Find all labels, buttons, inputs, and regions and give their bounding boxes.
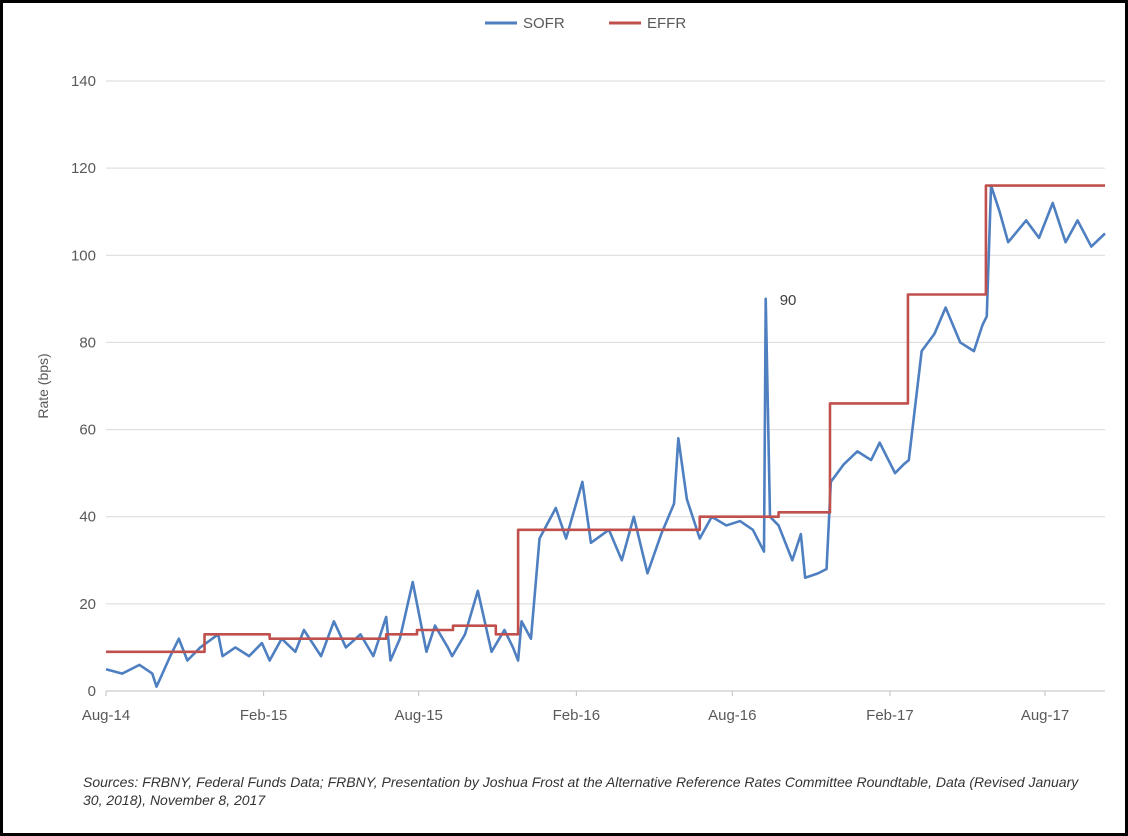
y-tick-label: 60 — [79, 422, 96, 439]
y-axis-title: Rate (bps) — [35, 353, 51, 418]
y-tick-label: 20 — [79, 596, 96, 613]
annotation-label: 90 — [780, 292, 797, 309]
series-line-effr — [106, 184, 1105, 654]
y-tick-label: 140 — [71, 73, 96, 90]
x-tick-label: Aug-14 — [82, 707, 130, 724]
x-tick-label: Aug-17 — [1021, 707, 1069, 724]
x-tick-labels: Aug-14 Feb-15 Aug-15 Feb-16 Aug-16 Feb-17 Aug-… — [82, 691, 1069, 724]
y-tick-label: 40 — [79, 509, 96, 526]
x-tick-label: Feb-16 — [553, 707, 601, 724]
y-tick-label: 120 — [71, 160, 96, 177]
gridlines — [106, 80, 1105, 605]
y-tick-label: 80 — [79, 334, 96, 351]
x-tick-label: Feb-17 — [866, 707, 914, 724]
series-line-sofr — [105, 184, 1106, 688]
legend-label: EFFR — [647, 15, 686, 32]
source-note: Sources: FRBNY, Federal Funds Data; FRBN… — [83, 774, 1079, 808]
rate-chart: 0 20 40 60 80 100 120 140 Aug-14 Feb-15 Aug-15 Feb… — [35, 15, 1106, 724]
y-tick-labels: 0 20 40 60 80 100 120 140 — [71, 73, 96, 700]
y-tick-label: 0 — [88, 683, 96, 700]
series-lines — [105, 184, 1106, 688]
annotations: 90 — [780, 292, 797, 309]
x-tick-label: Feb-15 — [240, 707, 288, 724]
x-tick-label: Aug-15 — [395, 707, 443, 724]
y-tick-label: 100 — [71, 247, 96, 264]
legend-label: SOFR — [523, 15, 565, 32]
x-tick-label: Aug-16 — [708, 707, 756, 724]
legend: SOFR EFFR — [485, 15, 686, 32]
